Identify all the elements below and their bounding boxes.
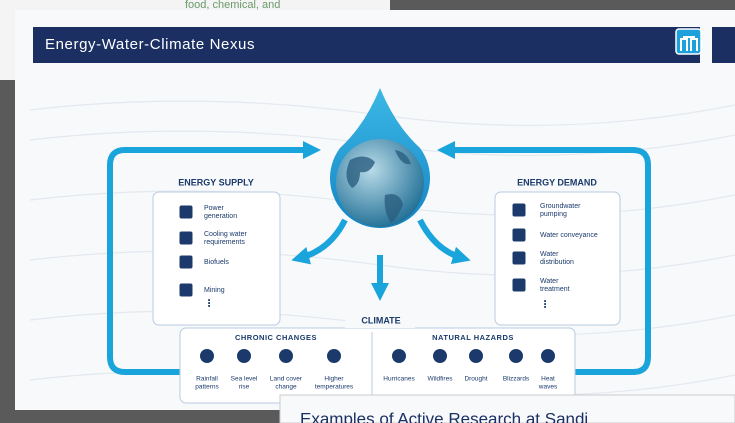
icon — [279, 349, 293, 363]
caption: Blizzards — [503, 376, 530, 383]
list-item: Water — [540, 278, 559, 285]
loop-arrow-right — [437, 141, 651, 375]
background-text: food, chemical, and — [185, 0, 280, 11]
loop-arrow-left — [107, 141, 321, 375]
caption: patterns — [195, 384, 219, 391]
caption: Land cover — [270, 376, 303, 383]
list-item: Mining — [204, 287, 225, 294]
logo — [675, 28, 702, 55]
icon — [512, 203, 526, 217]
icon — [179, 283, 193, 297]
icon — [200, 349, 214, 363]
list-item: treatment — [540, 286, 570, 293]
next-slide — [279, 394, 735, 423]
icon — [469, 349, 483, 363]
caption: Heat — [541, 376, 555, 383]
icon — [237, 349, 251, 363]
icon — [327, 349, 341, 363]
list-item: Water conveyance — [540, 232, 598, 239]
caption: Hurricanes — [383, 376, 415, 383]
list-item: distribution — [540, 259, 574, 266]
climate-heading: CLIMATE — [361, 315, 400, 325]
caption: Higher — [324, 376, 344, 383]
demand-box — [494, 191, 621, 326]
arrow-to-supply — [291, 218, 348, 265]
title-bar-edge — [712, 27, 735, 63]
caption: Sea level — [231, 376, 258, 383]
list-item: Water — [540, 251, 559, 258]
demand-heading: ENERGY DEMAND — [517, 177, 597, 187]
icon — [541, 349, 555, 363]
caption: temperatures — [315, 384, 354, 391]
hazards-heading: NATURAL HAZARDS — [432, 333, 514, 342]
list-item: Cooling water — [204, 231, 247, 238]
icon — [512, 228, 526, 242]
caption: rise — [239, 384, 250, 391]
slide-title: Energy-Water-Climate Nexus — [45, 36, 255, 53]
list-item: generation — [204, 213, 237, 220]
list-item: Groundwater — [540, 203, 581, 210]
globe-land — [346, 150, 411, 223]
caption: Drought — [464, 376, 487, 383]
caption: change — [275, 384, 297, 391]
logo-glyph — [680, 36, 698, 51]
caption: Wildfires — [428, 376, 454, 383]
icon — [179, 231, 193, 245]
icon — [179, 255, 193, 269]
supply-heading: ENERGY SUPPLY — [178, 177, 254, 187]
climate-label-bg — [345, 314, 415, 328]
icon — [512, 278, 526, 292]
icon — [392, 349, 406, 363]
list-item: Biofuels — [204, 259, 229, 266]
next-slide-title: Examples of Active Research at Sandi — [300, 409, 588, 423]
list-item: requirements — [204, 239, 245, 246]
ellipsis: ⋮ — [540, 300, 550, 311]
ellipsis: ⋮ — [204, 299, 214, 310]
chronic-heading: CHRONIC CHANGES — [235, 333, 317, 342]
icon — [433, 349, 447, 363]
list-item: Power — [204, 205, 225, 212]
list-item: pumping — [540, 211, 567, 218]
caption: Rainfall — [196, 376, 218, 383]
icon — [509, 349, 523, 363]
arrow-to-demand — [417, 218, 471, 265]
icon — [512, 251, 526, 265]
caption: waves — [538, 384, 558, 391]
title-bar — [33, 27, 700, 63]
icon — [179, 205, 193, 219]
